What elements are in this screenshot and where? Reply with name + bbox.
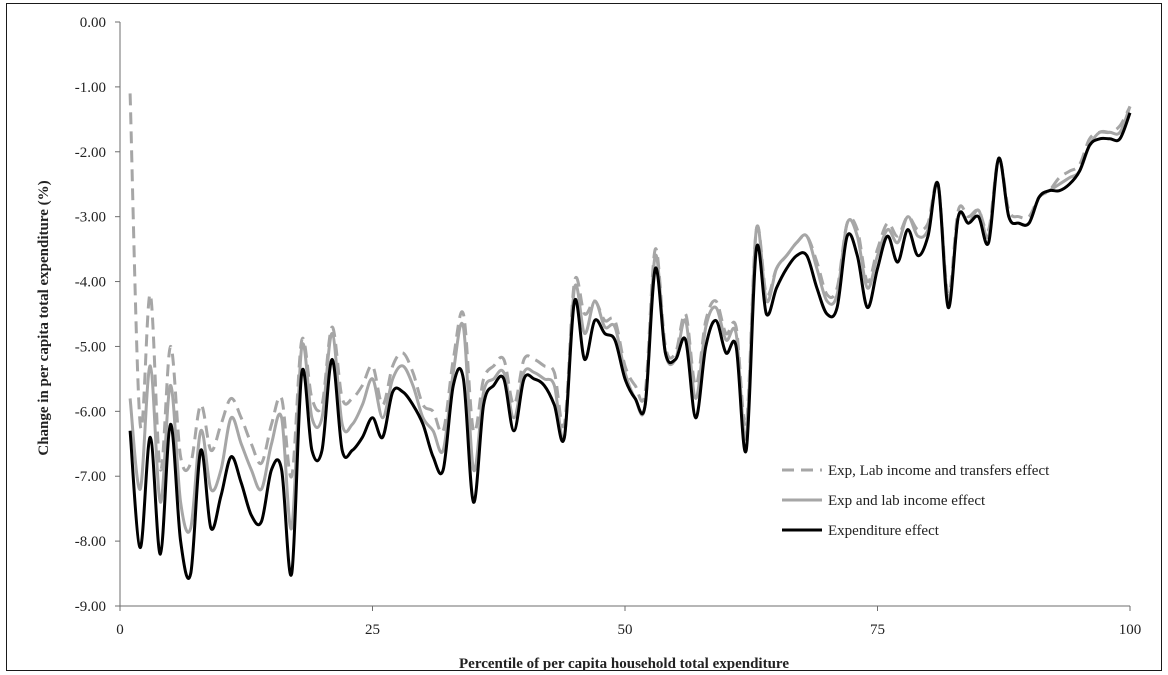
axes: [119, 22, 1130, 607]
x-axis-title: Percentile of per capita household total…: [459, 656, 789, 672]
y-axis-ticks: 0.00 -1.00 -2.00 -3.00 -4.00 -5.00 -6.00 -7.00 -…: [75, 15, 120, 615]
x-axis-ticks: 0 25 50 75 100: [116, 606, 1141, 638]
y-tick-label: -1.00: [75, 80, 106, 96]
series-line-expenditure-effect: [128, 112, 1132, 580]
y-tick-label: -5.00: [75, 339, 106, 355]
y-tick-label: -8.00: [75, 534, 106, 550]
legend-label: Expenditure effect: [828, 523, 940, 539]
x-tick-label: 0: [116, 622, 124, 638]
y-tick-label: -4.00: [75, 275, 106, 291]
chart-frame: [6, 3, 1162, 671]
x-tick-label: 50: [618, 622, 633, 638]
y-tick-label: -6.00: [75, 404, 106, 420]
series-lines: [128, 93, 1132, 580]
series-line-exp-lab-income-and-transfers-effect: [128, 93, 1132, 479]
y-tick-label: -2.00: [75, 145, 106, 161]
legend-label: Exp and lab income effect: [828, 493, 986, 509]
legend: Exp, Lab income and transfers effect Exp …: [782, 463, 1050, 539]
x-tick-label: 100: [1119, 622, 1142, 638]
y-axis-title: Change in per capita total expenditure (…: [36, 180, 52, 455]
y-tick-label: -7.00: [75, 469, 106, 485]
legend-label: Exp, Lab income and transfers effect: [828, 463, 1050, 479]
y-tick-label: 0.00: [80, 15, 106, 31]
x-tick-label: 25: [365, 622, 380, 638]
x-tick-label: 75: [870, 622, 885, 638]
y-tick-label: -9.00: [75, 599, 106, 615]
y-tick-label: -3.00: [75, 210, 106, 226]
